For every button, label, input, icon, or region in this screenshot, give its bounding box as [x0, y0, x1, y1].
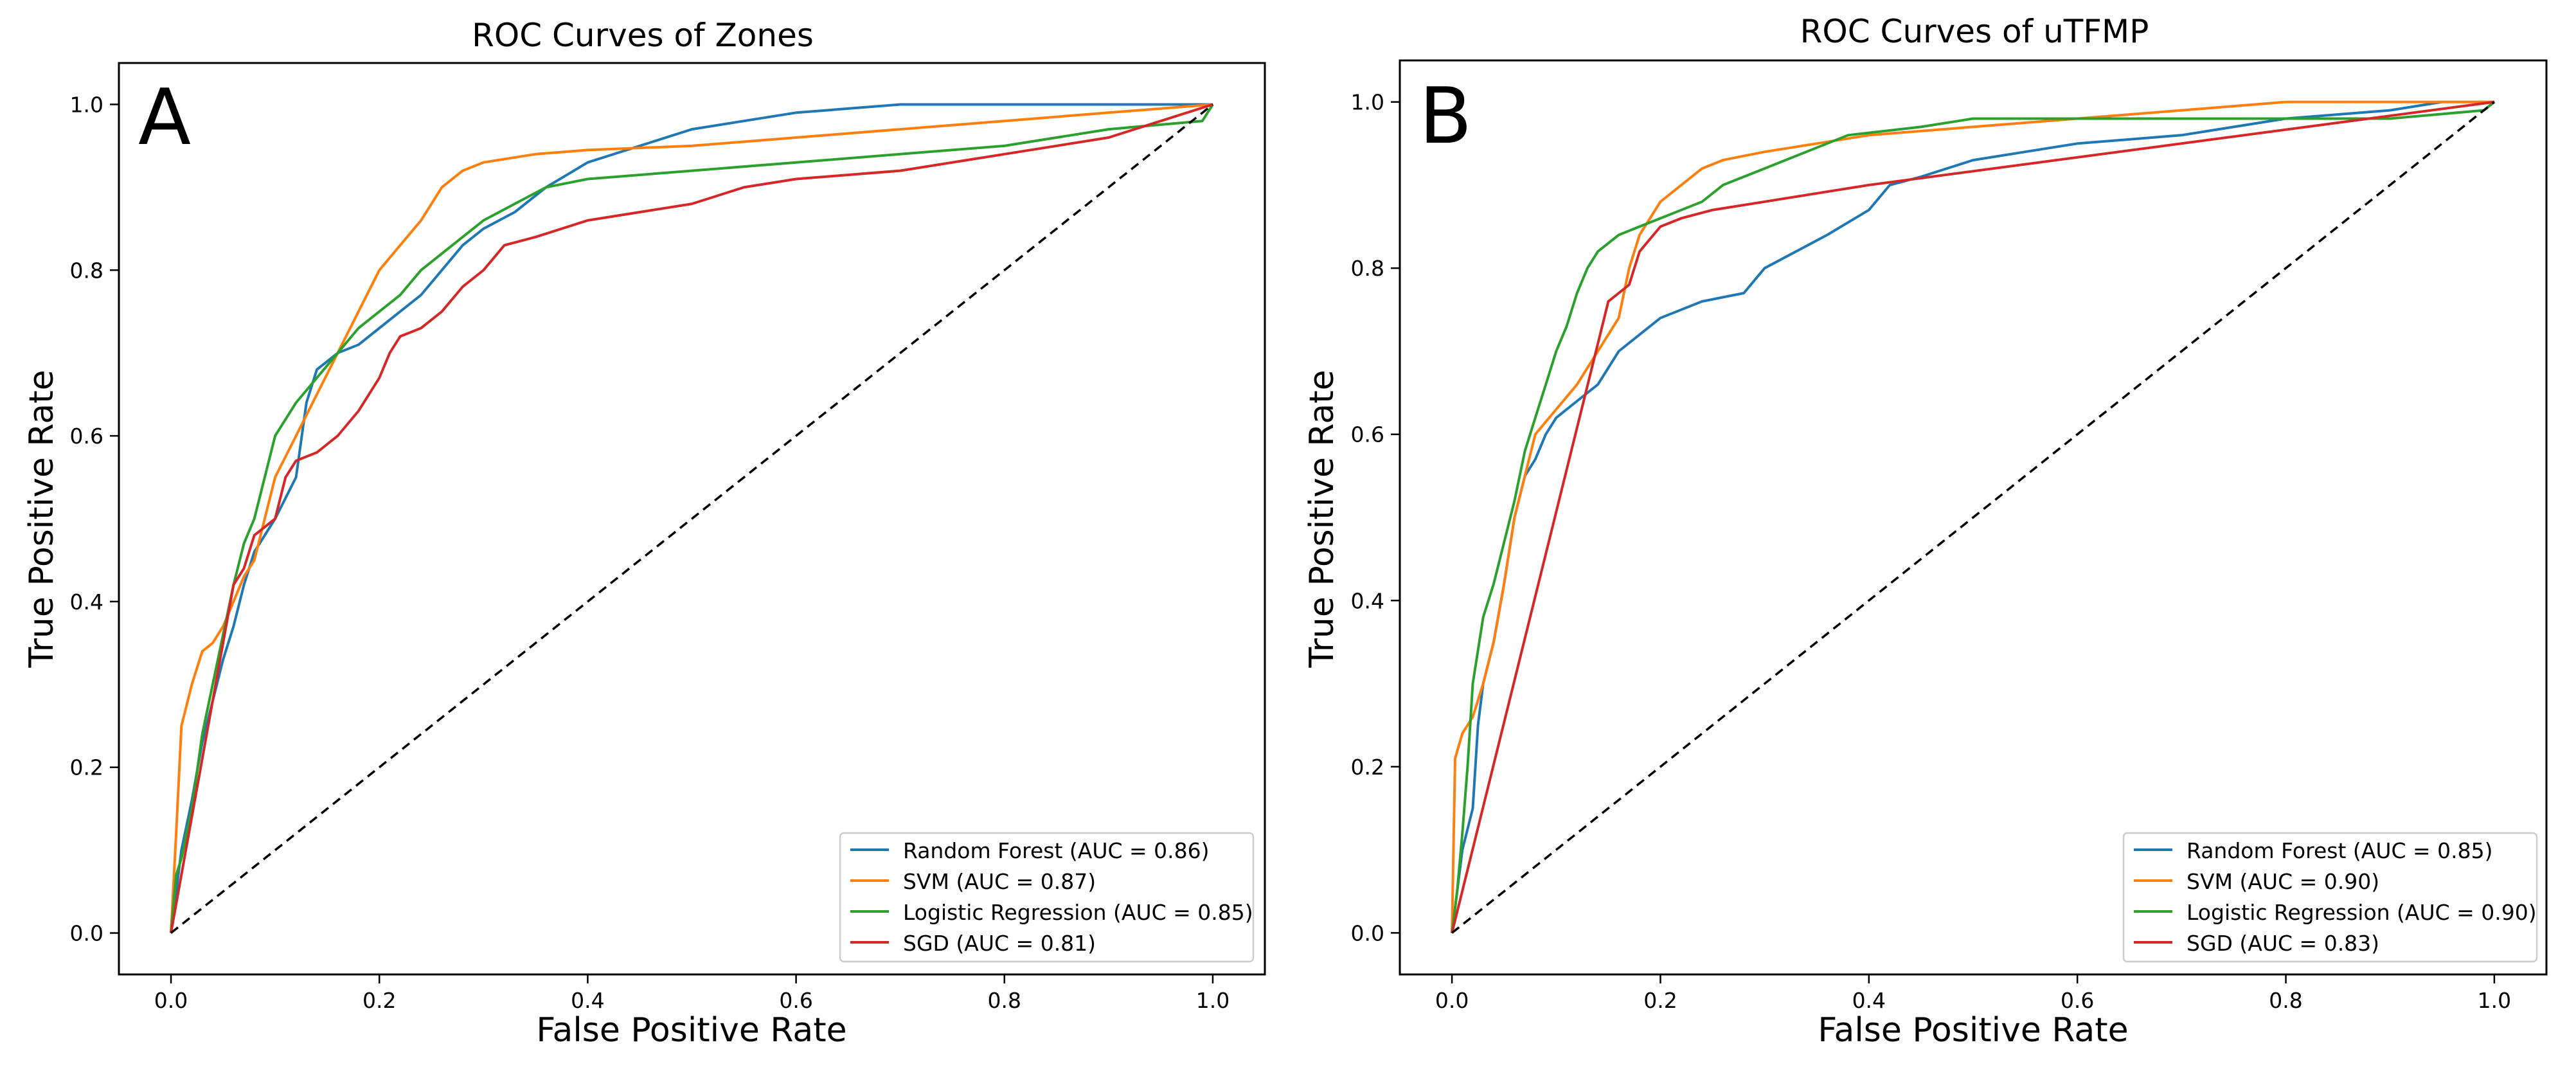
- roc-line-logistic-regression: [1451, 101, 2496, 933]
- legend-label-svm: SVM (AUC = 0.87): [903, 869, 1096, 894]
- y-tick-label: 0.4: [70, 589, 103, 614]
- roc-line-chance: [1451, 101, 2495, 934]
- roc-series-group: [1451, 100, 2496, 934]
- y-tick-label: 0.4: [1351, 588, 1384, 613]
- axes-frame: [1399, 59, 2548, 976]
- legend-box: [839, 832, 1255, 963]
- x-tick-label: 0.8: [2269, 988, 2302, 1013]
- roc-panel-b: ROC Curves of uTFMP B False Positive Rat…: [1303, 13, 2548, 1050]
- y-tick-label: 0.2: [70, 755, 103, 780]
- roc-line-svm: [1451, 100, 2494, 933]
- roc-panel-a: ROC Curves of Zones A False Positive Rat…: [22, 17, 1266, 1050]
- roc-line-chance: [170, 103, 1214, 934]
- legend-label-random-forest: Random Forest (AUC = 0.86): [903, 838, 1210, 863]
- y-tick-label: 0.0: [70, 921, 103, 946]
- x-tick-label: 0.6: [779, 988, 812, 1013]
- axes-frame: [118, 62, 1266, 976]
- legend-label-random-forest: Random Forest (AUC = 0.85): [2187, 838, 2493, 863]
- y-tick-label: 0.0: [1351, 920, 1384, 946]
- panel-label: B: [1419, 72, 1472, 161]
- legend-label-sgd: SGD (AUC = 0.83): [2187, 931, 2379, 956]
- x-tick-label: 0.8: [988, 988, 1021, 1013]
- y-axis-label: True Positive Rate: [1303, 370, 1341, 668]
- legend: Random Forest (AUC = 0.86) SVM (AUC = 0.…: [839, 832, 1255, 963]
- legend-label-logistic-regression: Logistic Regression (AUC = 0.90): [2187, 900, 2537, 925]
- roc-line-sgd: [1451, 100, 2495, 933]
- y-tick-label: 0.6: [1351, 422, 1384, 447]
- legend: Random Forest (AUC = 0.85) SVM (AUC = 0.…: [2122, 832, 2538, 963]
- axis-ticks: 0.0 0.2 0.4 0.6 0.8 1.0 0.0 0.2 0.4 0.6 0.8 1.0: [1351, 90, 2512, 1013]
- legend-label-logistic-regression: Logistic Regression (AUC = 0.85): [903, 900, 1253, 925]
- roc-series-group: [170, 103, 1214, 934]
- x-tick-label: 1.0: [1196, 988, 1230, 1013]
- chart-title: ROC Curves of Zones: [472, 17, 814, 54]
- y-tick-label: 0.8: [1351, 256, 1384, 281]
- legend-label-svm: SVM (AUC = 0.90): [2187, 869, 2379, 894]
- x-tick-label: 0.0: [154, 988, 188, 1013]
- legend-label-sgd: SGD (AUC = 0.81): [903, 931, 1096, 956]
- y-tick-label: 1.0: [1351, 90, 1384, 115]
- roc-line-sgd: [170, 103, 1213, 933]
- x-tick-label: 0.6: [2061, 988, 2094, 1013]
- panel-label: A: [138, 73, 191, 163]
- x-tick-label: 0.2: [1643, 988, 1677, 1013]
- roc-line-logistic-regression: [170, 103, 1214, 933]
- x-axis-label: False Positive Rate: [536, 1011, 846, 1050]
- x-tick-label: 0.4: [571, 988, 604, 1013]
- roc-line-svm: [170, 103, 1213, 933]
- x-tick-label: 1.0: [2478, 988, 2511, 1013]
- x-tick-label: 0.4: [1852, 988, 1886, 1013]
- y-tick-label: 1.0: [70, 92, 103, 117]
- x-tick-label: 0.2: [362, 988, 396, 1013]
- y-tick-label: 0.8: [70, 258, 103, 283]
- y-axis-label: True Positive Rate: [22, 370, 61, 668]
- legend-box: [2122, 832, 2538, 963]
- y-tick-label: 0.6: [70, 424, 103, 449]
- x-axis-label: False Positive Rate: [1818, 1011, 2128, 1050]
- x-tick-label: 0.0: [1435, 988, 1469, 1013]
- y-tick-label: 0.2: [1351, 755, 1384, 780]
- axis-ticks: 0.0 0.2 0.4 0.6 0.8 1.0 0.0 0.2 0.4 0.6 0.8 1.0: [70, 92, 1230, 1013]
- chart-title: ROC Curves of uTFMP: [1800, 13, 2149, 50]
